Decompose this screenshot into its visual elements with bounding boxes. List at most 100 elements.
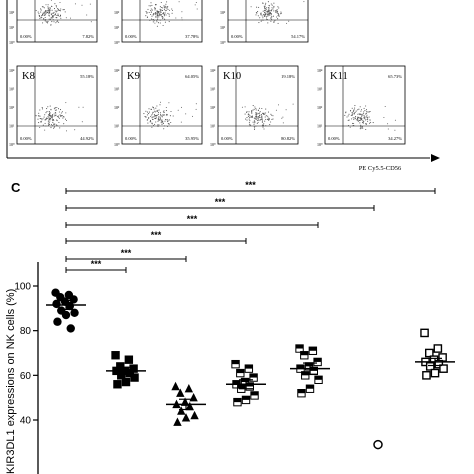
x-channel-label: PE Cy5.5-CD56 [359, 165, 402, 172]
point-triangle-filled [189, 392, 198, 402]
significance-label: *** [245, 180, 256, 190]
event-dot [246, 119, 248, 121]
event-dot [47, 120, 49, 122]
event-dot [168, 15, 170, 17]
event-dot [146, 111, 149, 113]
event-dot [74, 3, 76, 5]
event-dot [54, 3, 56, 5]
event-dot [258, 22, 260, 24]
event-dot [156, 114, 158, 116]
event-dot [43, 12, 45, 14]
event-dot [52, 115, 54, 117]
axis-tick-label: 10² [9, 105, 15, 110]
event-dot [38, 122, 40, 124]
axis-tick-label: 10⁴ [210, 68, 216, 73]
event-dot [258, 119, 260, 121]
event-dot [262, 10, 264, 12]
event-dot [352, 110, 354, 113]
event-dot [157, 22, 160, 24]
event-dot [282, 116, 284, 118]
event-dot [58, 111, 60, 113]
event-dot [62, 117, 64, 119]
event-dot [64, 118, 67, 120]
event-dot [353, 112, 355, 114]
event-dot [256, 122, 258, 125]
event-dot [249, 116, 251, 119]
event-dot [370, 121, 372, 123]
event-dot [265, 2, 267, 4]
quadrant-value-lower-right: 34.27% [388, 136, 402, 141]
event-dot [160, 10, 162, 12]
event-dot [354, 107, 356, 109]
event-dot [55, 109, 58, 111]
event-dot [154, 7, 156, 9]
event-dot [164, 119, 167, 121]
event-dot [270, 14, 272, 16]
event-dot [372, 122, 374, 124]
event-dot [167, 12, 169, 14]
event-dot [365, 123, 367, 125]
event-dot [357, 116, 359, 119]
event-dot [364, 117, 366, 119]
event-dot [263, 9, 266, 11]
event-dot [360, 109, 363, 111]
event-dot [60, 114, 62, 117]
event-dot [170, 121, 172, 124]
event-dot [56, 106, 58, 109]
event-dot [264, 120, 266, 122]
event-dot [58, 121, 60, 124]
event-dot [255, 107, 257, 109]
event-dot [49, 105, 51, 107]
event-dot [267, 22, 269, 24]
event-dot [162, 111, 164, 113]
event-dot [49, 10, 51, 12]
event-dot [268, 119, 270, 121]
event-dot [148, 111, 150, 113]
event-dot [278, 14, 280, 16]
event-dot [345, 111, 347, 113]
event-dot [359, 128, 361, 130]
event-dot [44, 129, 46, 131]
event-dot [159, 12, 161, 14]
event-dot [168, 21, 170, 23]
event-dot [276, 11, 278, 13]
event-dot [74, 129, 76, 131]
event-dot [154, 9, 156, 11]
event-dot [148, 11, 150, 14]
event-dot [168, 13, 170, 15]
event-dot [39, 115, 41, 117]
event-dot [364, 113, 366, 115]
event-dot [42, 124, 44, 126]
event-dot [59, 10, 62, 12]
event-dot [273, 10, 275, 12]
event-dot [81, 4, 83, 6]
event-dot [261, 117, 263, 119]
event-dot [353, 117, 355, 119]
event-dot [263, 128, 265, 130]
significance-label: *** [91, 259, 102, 269]
event-dot [146, 11, 148, 13]
event-dot [81, 121, 83, 123]
event-dot [157, 120, 159, 122]
event-dot [50, 116, 52, 118]
event-dot [384, 106, 386, 107]
event-dot [159, 8, 161, 10]
event-dot [175, 17, 177, 19]
event-dot [360, 117, 362, 119]
event-dot [152, 106, 154, 108]
axis-tick-label: 10⁰ [9, 142, 15, 147]
event-dot [266, 13, 269, 15]
point-square-open [430, 368, 440, 378]
event-dot [154, 11, 156, 14]
event-dot [90, 21, 92, 23]
event-dot [277, 15, 279, 17]
event-dot [37, 11, 39, 13]
event-dot [45, 4, 47, 6]
event-dot [41, 119, 43, 121]
plot-frame [16, 65, 98, 145]
point-circle-filled [69, 295, 78, 304]
event-dot [285, 109, 287, 111]
event-dot [267, 9, 269, 11]
event-dot [270, 121, 272, 123]
